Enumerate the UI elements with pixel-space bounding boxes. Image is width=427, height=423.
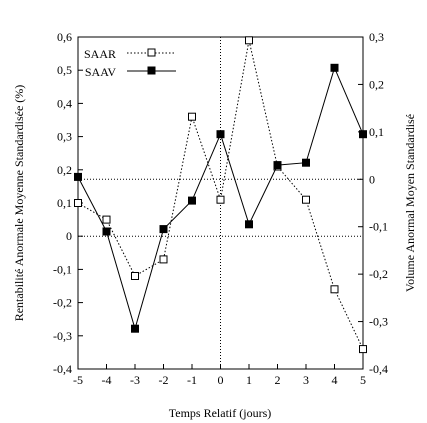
series-saav-point <box>330 63 339 72</box>
series-saar-point <box>302 195 310 204</box>
x-tick-label: -4 <box>102 373 112 387</box>
right-tick-label: -0,4 <box>369 362 388 376</box>
series-saav-point <box>359 130 367 139</box>
series-saav-point <box>188 196 196 205</box>
x-axis-title: Temps Relatif (jours) <box>169 406 271 420</box>
series-saav-point <box>131 324 139 333</box>
series-saav-point <box>273 161 282 170</box>
right-tick-label: -0,2 <box>369 267 388 281</box>
right-tick-label: -0,3 <box>369 315 388 329</box>
series-saav-point <box>302 158 310 167</box>
series-saar-point <box>188 112 196 121</box>
x-tick-label: 4 <box>332 373 338 387</box>
x-tick-label: -3 <box>130 373 140 387</box>
left-tick-label: -0,2 <box>53 296 72 310</box>
x-tick-label: -2 <box>159 373 169 387</box>
x-tick-label: 0 <box>218 373 224 387</box>
left-tick-label: -0,1 <box>53 262 72 276</box>
x-tick-label: 1 <box>246 373 252 387</box>
right-tick-label: -0,1 <box>369 220 388 234</box>
left-tick-label: 0 <box>66 229 72 243</box>
series-saav-point <box>102 227 111 236</box>
left-axis-title: Rentabilité Anormale Moyenne Standardisé… <box>12 85 26 322</box>
x-tick-label: -5 <box>73 373 83 387</box>
left-tick-label: 0,1 <box>57 196 72 210</box>
right-tick-label: 0 <box>369 172 375 186</box>
series-saar-point <box>159 255 168 264</box>
right-axis-title: Volume Anormal Moyen Standardisé <box>403 114 417 292</box>
series-layer <box>74 36 367 354</box>
series-saar-point <box>216 195 225 204</box>
legend: SAAR SAAV <box>84 47 176 79</box>
left-tick-label: -0,4 <box>53 362 72 376</box>
right-tick-label: 0,3 <box>369 30 384 44</box>
x-tick-label: 3 <box>303 373 309 387</box>
axis-ticks: -0,4-0,3-0,2-0,100,10,20,30,40,50,6-0,4-… <box>53 30 388 387</box>
left-tick-label: -0,3 <box>53 329 72 343</box>
series-saav-point <box>216 130 225 139</box>
series-saar-point <box>245 36 253 45</box>
left-tick-label: 0,3 <box>57 130 72 144</box>
series-saar-point <box>359 345 367 354</box>
left-tick-label: 0,5 <box>57 63 72 77</box>
left-tick-label: 0,6 <box>57 30 72 44</box>
left-tick-label: 0,2 <box>57 163 72 177</box>
series-saar-point <box>330 285 339 294</box>
right-tick-label: 0,1 <box>369 125 384 139</box>
x-tick-label: -1 <box>187 373 197 387</box>
series-saav-point <box>74 172 82 181</box>
series-saar-point <box>102 215 111 224</box>
left-tick-label: 0,4 <box>57 96 72 110</box>
series-saar-line <box>77 40 364 350</box>
series-saar-point <box>74 199 82 207</box>
legend-saav-label: SAAV <box>85 65 116 79</box>
series-saar-point <box>131 272 139 280</box>
legend-saav-marker <box>147 66 156 75</box>
series-saav-point <box>159 225 168 234</box>
legend-saar-marker <box>147 48 156 57</box>
right-tick-label: 0,2 <box>369 77 384 91</box>
x-tick-label: 5 <box>360 373 366 387</box>
series-saav-point <box>245 220 253 229</box>
reference-lines <box>78 37 363 369</box>
x-tick-label: 2 <box>275 373 281 387</box>
legend-saar-label: SAAR <box>84 47 116 61</box>
